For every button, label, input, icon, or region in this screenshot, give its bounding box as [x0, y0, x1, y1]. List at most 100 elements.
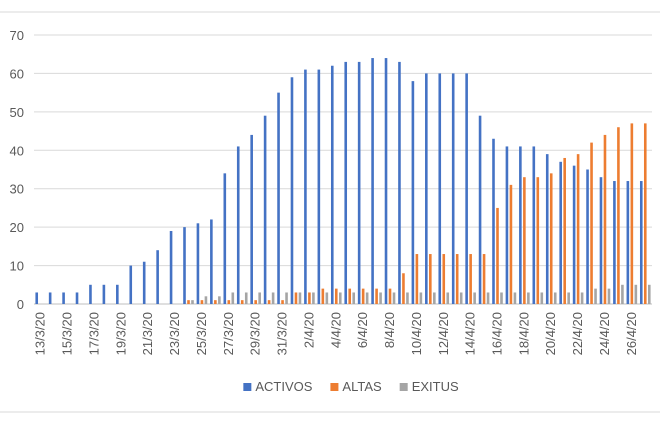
y-tick-label: 50: [10, 105, 24, 120]
bar-exitus: [352, 292, 356, 304]
bar-activos: [613, 181, 616, 304]
bar-activos: [438, 73, 442, 304]
bar-activos: [478, 115, 482, 304]
bar-altas: [294, 292, 298, 304]
bar-altas: [496, 207, 499, 304]
bar-exitus: [204, 296, 208, 304]
bar-activos: [290, 77, 294, 305]
bar-altas: [523, 177, 526, 304]
bar-exitus: [459, 292, 463, 304]
bar-altas: [563, 157, 566, 304]
bar-exitus: [553, 292, 557, 304]
bar-activos: [330, 65, 334, 304]
bar-altas: [254, 300, 257, 304]
bar-activos: [519, 146, 522, 304]
bar-exitus: [513, 292, 517, 304]
bar-altas: [469, 254, 472, 304]
bar-exitus: [580, 292, 584, 304]
x-tick-label: 26/4/20: [624, 312, 639, 355]
legend-label: EXITUS: [412, 379, 459, 394]
bar-exitus: [365, 292, 369, 304]
bar-altas: [388, 288, 392, 304]
x-tick-label: 23/3/20: [167, 312, 182, 355]
bar-altas: [549, 173, 553, 304]
bar-activos: [586, 169, 589, 304]
bars: [35, 58, 651, 305]
bar-altas: [455, 254, 459, 304]
bar-activos: [532, 146, 536, 304]
bar-altas: [536, 177, 540, 304]
bar-activos: [559, 161, 562, 304]
bar-exitus: [379, 292, 382, 304]
bar-activos: [236, 146, 240, 304]
bar-activos: [75, 292, 79, 304]
x-tick-label: 27/3/20: [221, 312, 236, 355]
bar-exitus: [244, 292, 248, 304]
x-tick-label: 31/3/20: [275, 312, 290, 355]
bar-exitus: [500, 292, 503, 304]
bar-activos: [102, 284, 106, 304]
legend-item-exitus: EXITUS: [399, 379, 459, 394]
bar-activos: [223, 173, 227, 304]
bar-exitus: [338, 292, 342, 304]
bar-activos: [411, 81, 415, 304]
legend-item-activos: ACTIVOS: [243, 379, 313, 394]
y-tick-label: 40: [10, 143, 24, 158]
legend-label: ACTIVOS: [255, 379, 312, 394]
bar-exitus: [486, 292, 490, 304]
bar-activos: [48, 292, 52, 304]
bar-altas: [214, 300, 217, 304]
bar-exitus: [621, 284, 624, 304]
x-axis: 13/3/20 15/3/20 17/3/20 19/3/20 21/3/20 23/3/…: [33, 312, 639, 355]
y-tick-label: 20: [10, 220, 24, 235]
x-tick-label: 29/3/20: [248, 312, 263, 355]
bar-exitus: [298, 292, 302, 304]
legend-label: ALTAS: [342, 379, 382, 394]
bar-activos: [626, 181, 630, 304]
x-tick-label: 13/3/20: [33, 312, 48, 355]
bar-exitus: [527, 292, 530, 304]
bar-altas: [402, 273, 405, 304]
bar-activos: [357, 61, 361, 305]
bar-exitus: [271, 292, 275, 304]
legend-item-altas: ALTAS: [330, 379, 382, 394]
bar-altas: [429, 254, 432, 304]
bar-activos: [492, 138, 495, 304]
bar-altas: [630, 123, 634, 304]
x-tick-label: 10/4/20: [409, 312, 424, 355]
bar-altas: [321, 288, 325, 304]
legend-swatch: [330, 383, 339, 391]
x-tick-label: 25/3/20: [194, 312, 209, 355]
bar-exitus: [191, 300, 194, 304]
x-tick-label: 21/3/20: [140, 312, 155, 355]
bar-activos: [183, 227, 186, 304]
bar-altas: [482, 254, 486, 304]
bar-activos: [35, 292, 39, 304]
bar-exitus: [406, 292, 409, 304]
y-axis: 0 10 20 30 40 50 60 70: [10, 28, 24, 312]
y-tick-label: 30: [10, 182, 24, 197]
bar-activos: [639, 181, 643, 304]
bar-activos: [169, 230, 173, 304]
y-tick-label: 70: [10, 28, 24, 43]
x-tick-label: 15/3/20: [60, 312, 75, 355]
x-tick-label: 12/4/20: [436, 312, 451, 355]
bar-altas: [361, 288, 365, 304]
bar-exitus: [594, 288, 597, 304]
bar-altas: [334, 288, 338, 304]
bar-exitus: [325, 292, 329, 304]
legend-swatch: [243, 383, 252, 391]
y-tick-label: 60: [10, 66, 24, 81]
bar-exitus: [258, 292, 261, 304]
bar-activos: [129, 265, 133, 304]
bar-exitus: [567, 292, 570, 304]
bar-altas: [308, 292, 311, 304]
bar-activos: [572, 165, 576, 304]
bar-altas: [576, 154, 580, 304]
bar-activos: [304, 69, 307, 304]
bar-activos: [156, 250, 159, 304]
bar-activos: [425, 73, 428, 304]
bar-activos: [545, 154, 549, 304]
